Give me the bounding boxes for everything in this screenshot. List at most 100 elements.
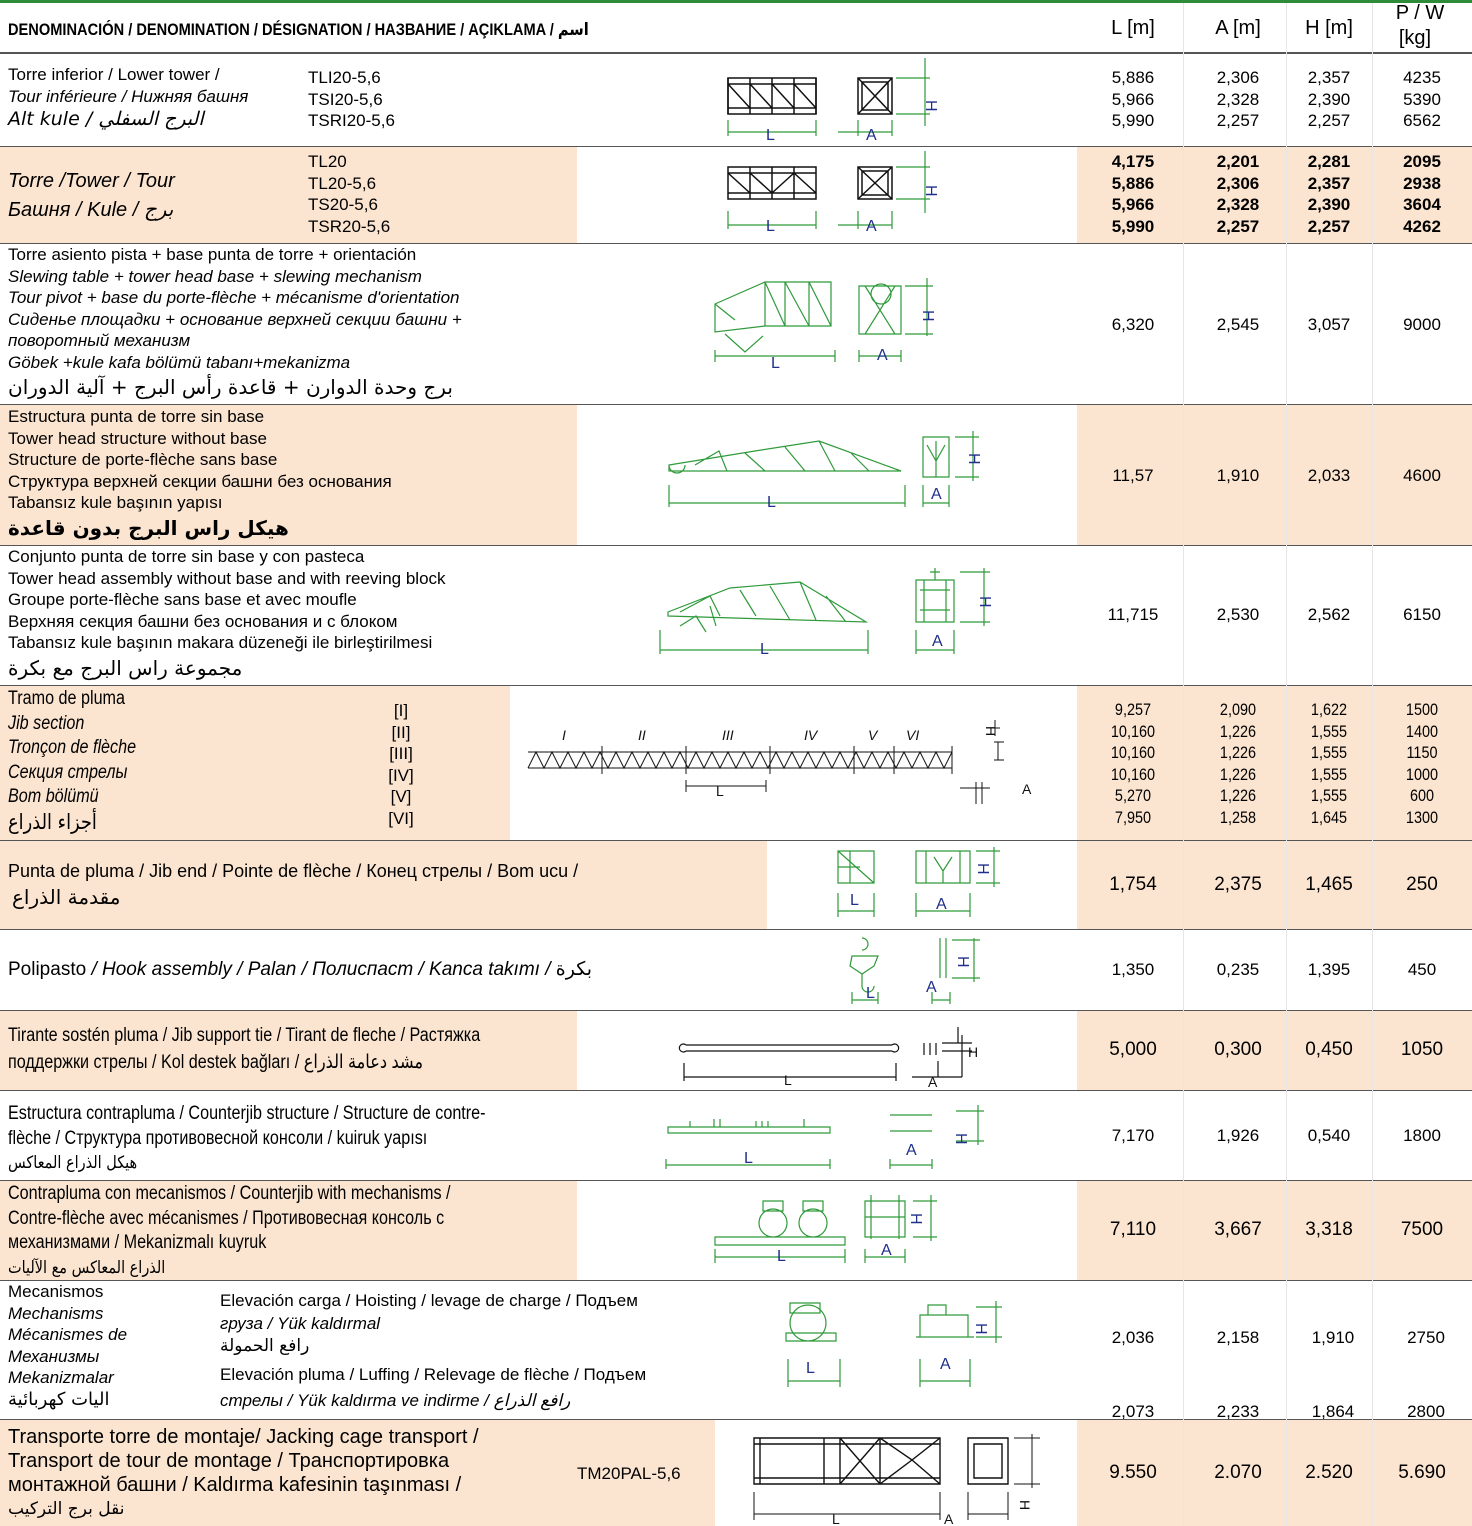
- row-name-line: Alt kule / البرج السفلي: [8, 108, 204, 130]
- cell: 2,306: [1216, 173, 1260, 193]
- section-code: [II]: [391, 722, 411, 742]
- row-name-line: مقدمة الذراع: [12, 885, 121, 909]
- cell: 1,226: [1219, 786, 1257, 805]
- row-name-line: Tour pivot + base du porte-flèche + méca…: [8, 288, 460, 307]
- dim-l-label: L: [784, 1072, 792, 1088]
- value-h: 1,910 1,864: [1295, 1301, 1371, 1420]
- dim-a-label: A: [932, 633, 943, 650]
- cell: 1,555: [1310, 764, 1348, 784]
- row-name-line: Contre-flèche avec mécanismes / Противов…: [8, 1207, 445, 1229]
- cell: 10,160: [1110, 721, 1156, 741]
- cell: 2,257: [1216, 216, 1260, 236]
- table-row: Torre inferior / Lower tower / Tour infé…: [0, 54, 1472, 147]
- row-name-line: Slewing table + tower head base + slewin…: [8, 266, 422, 286]
- top-rule: [0, 0, 1472, 3]
- dim-a-label: A: [926, 979, 937, 996]
- table-row: Estructura punta de torre sin base Tower…: [0, 405, 1472, 546]
- cell: 1,622: [1310, 700, 1348, 719]
- cell: 2,233: [1216, 1402, 1260, 1420]
- row-name-line: Groupe porte-flèche sans base et avec mo…: [8, 590, 357, 609]
- row-name: Mecanismos Mechanisms Mécanismes de Меха…: [8, 1281, 127, 1411]
- dim-l-label: L: [806, 1360, 815, 1377]
- cell: 5,966: [1111, 195, 1155, 214]
- row-name-line: Torre /Tower / Tour: [8, 170, 175, 192]
- row-name-line: Верхняя секция башни без основания и с б…: [8, 611, 398, 631]
- cell: 2750: [1407, 1328, 1445, 1347]
- dim-l-label: L: [850, 892, 859, 909]
- dim-h-label: H: [954, 956, 971, 968]
- value-l: 7,110: [1109, 1219, 1157, 1240]
- row-name-line: Contrapluma con mecanismos / Counterjib …: [8, 1183, 451, 1204]
- row-name: Torre inferior / Lower tower / Tour infé…: [8, 64, 248, 131]
- dim-a-label: A: [866, 218, 877, 235]
- row-name: Tramo de pluma Jib section Tronçon de fl…: [8, 687, 136, 834]
- cell: 2938: [1403, 173, 1441, 193]
- counterjib-mechanisms-drawing: L A H: [714, 1195, 937, 1265]
- cell: 5,990: [1111, 216, 1155, 236]
- value-p: 1050: [1400, 1039, 1444, 1060]
- value-l: 2,036 2,073: [1095, 1301, 1171, 1420]
- value-a: 2,375: [1214, 874, 1262, 895]
- value-h: 2,281 2,357 2,390 2,257: [1291, 151, 1367, 237]
- value-h: 0,450: [1305, 1039, 1353, 1060]
- row-name-line: Estructura punta de torre sin base: [8, 407, 265, 426]
- value-h: 3,318: [1305, 1219, 1353, 1240]
- cell: 1500: [1405, 700, 1439, 719]
- row-name-line: Transport de tour de montage / Транспорт…: [8, 1450, 450, 1472]
- dim-a-label: A: [1022, 781, 1032, 797]
- value-h: 1,465: [1305, 874, 1353, 895]
- value-l: 6,320: [1111, 315, 1155, 334]
- row-name-part: بكرة: [555, 958, 592, 980]
- model-code: TL20: [308, 152, 347, 171]
- value-a: 2,306 2,328 2,257: [1200, 67, 1276, 132]
- row-name: Conjunto punta de torre sin base y con p…: [8, 546, 446, 682]
- row-name-line: поддержки стрелы / Kol destek bağları / …: [8, 1052, 424, 1073]
- row-name-line: رافع الحمولة: [220, 1336, 310, 1356]
- dim-h-label: H: [974, 863, 991, 875]
- row-name-line: Башня / Kule / برج: [8, 199, 174, 221]
- cell: 1,864: [1311, 1402, 1355, 1420]
- mechanisms-drawing: L A H: [785, 1301, 1002, 1387]
- table-row: Transporte torre de montaje/ Jacking cag…: [0, 1420, 1472, 1526]
- value-a: 0,300: [1214, 1039, 1262, 1060]
- row-codes: TLI20-5,6 TSI20-5,6 TSRI20-5,6: [308, 67, 395, 132]
- value-a: 2,090 1,226 1,226 1,226 1,226 1,258: [1206, 699, 1271, 828]
- jacking-cage-drawing: L A H: [753, 1434, 1040, 1526]
- row-shade: [0, 1011, 577, 1090]
- row-name-line: Tower head assembly without base and wit…: [8, 568, 446, 588]
- model-code: TSI20-5,6: [308, 89, 383, 109]
- row-name-line: Jib section: [8, 712, 85, 734]
- row-shade: [0, 147, 577, 243]
- row-name-line: Механизмы: [8, 1346, 100, 1366]
- jib-section-drawing: I II III IV V VI L A H: [527, 720, 1032, 804]
- cell: 2,201: [1216, 152, 1260, 171]
- dim-h-label: H: [1017, 1500, 1033, 1510]
- dim-h-label: H: [968, 1044, 978, 1060]
- value-p: 2095 2938 3604 4262: [1384, 151, 1460, 237]
- value-p: 2750 2800: [1388, 1301, 1464, 1419]
- column-divider: [1372, 3, 1373, 1526]
- row-name-line: Tirante sostén pluma / Jib support tie /…: [8, 1025, 481, 1046]
- value-l: 9,257 10,160 10,160 10,160 5,270 7,950: [1101, 699, 1166, 828]
- cell: 1,258: [1219, 807, 1257, 827]
- row-name-part: Polipasto: [8, 959, 87, 980]
- row-name-line: Torre inferior / Lower tower /: [8, 65, 220, 84]
- cell: 2,328: [1216, 195, 1260, 214]
- dim-a-label: A: [944, 1511, 954, 1526]
- row-shade: [1077, 686, 1472, 840]
- cell: 2,073: [1111, 1402, 1155, 1420]
- value-l: 11,715: [1107, 605, 1159, 624]
- value-p: 450: [1407, 960, 1437, 979]
- cell: 1,226: [1219, 764, 1257, 784]
- row-shade: [0, 405, 577, 545]
- table-row: Conjunto punta de torre sin base y con p…: [0, 546, 1472, 686]
- section-label: V: [868, 727, 879, 743]
- cell: 2,158: [1216, 1328, 1260, 1347]
- cell: 4262: [1403, 216, 1441, 236]
- dim-a-label: A: [866, 127, 877, 144]
- row-name: Polipasto / Hook assembly / Palan / Поли…: [8, 958, 592, 981]
- row-name-line: Tour inférieure / Нижняя башня: [8, 86, 249, 106]
- row-name-line: Transporte torre de montaje/ Jacking cag…: [8, 1426, 479, 1448]
- value-a: 2,545: [1216, 315, 1260, 334]
- cell: 7,950: [1114, 807, 1152, 827]
